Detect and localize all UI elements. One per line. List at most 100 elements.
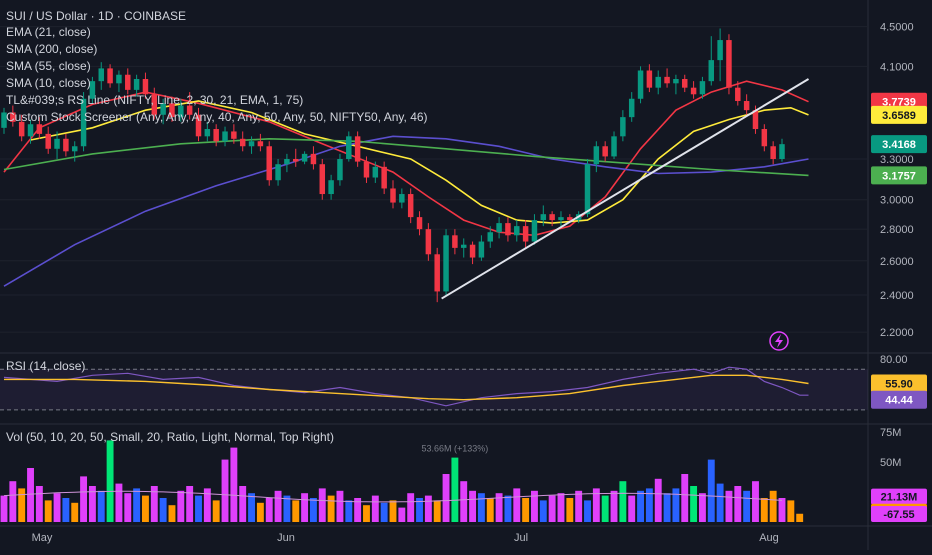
candle-body (779, 144, 785, 160)
lightning-icon[interactable] (769, 331, 789, 351)
volume-bar (451, 457, 459, 522)
candles (1, 28, 785, 303)
volume-bar (97, 490, 105, 522)
volume-bar (345, 500, 353, 522)
candle-body (195, 114, 202, 137)
trendline[interactable] (441, 78, 810, 300)
time-tick-label: Jul (514, 532, 528, 544)
candle-body (407, 194, 414, 218)
volume-bar (230, 447, 238, 522)
volume-badge-label: -67.55 (883, 509, 914, 521)
volume-bar (716, 483, 724, 522)
price-tick-label: 3.0000 (880, 195, 914, 207)
candle-body (231, 131, 237, 139)
candle-body (425, 229, 432, 255)
volume-bar (318, 488, 326, 522)
candle-body (213, 129, 219, 142)
candle-body (354, 136, 361, 162)
volume-bar (566, 498, 574, 522)
volume-bar (380, 502, 388, 522)
candle-body (107, 68, 113, 84)
candle-body (63, 138, 69, 152)
candle-body (628, 98, 635, 118)
legend-screener[interactable]: Custom Stock Screener (Any, Any, Any, 40… (6, 110, 428, 124)
volume-bar (743, 490, 751, 522)
volume-bar (769, 490, 777, 522)
volume-bar (504, 495, 512, 522)
legend-ema21[interactable]: EMA (21, close) (6, 25, 91, 39)
candle-body (372, 166, 379, 178)
volume-bar (115, 483, 123, 522)
volume-bar (150, 486, 158, 522)
volume-bar (442, 474, 450, 522)
volume-legend[interactable]: Vol (50, 10, 20, 50, Small, 20, Ratio, L… (6, 430, 334, 444)
volume-bar (80, 476, 88, 522)
candle-body (584, 164, 591, 215)
trendline-segment[interactable] (441, 78, 810, 300)
legend-sma10[interactable]: SMA (10, close) (6, 76, 91, 90)
candle-body (1, 112, 7, 128)
candle-body (89, 81, 96, 99)
legend-sma200[interactable]: SMA (200, close) (6, 42, 97, 56)
volume-bar (760, 498, 768, 522)
candle-body (27, 124, 34, 137)
candle-body (690, 87, 697, 95)
volume-tick-label: 50M (880, 457, 901, 469)
series-line-2 (3, 135, 809, 287)
volume-bar (301, 493, 309, 522)
price-tick-label: 2.6000 (880, 256, 914, 268)
volume-bar (363, 505, 370, 522)
candle-body (10, 112, 16, 122)
price-tick-label: 2.8000 (880, 224, 914, 236)
volume-bar (0, 495, 8, 522)
candle-body (169, 103, 175, 118)
volume-bar (124, 493, 132, 522)
volume-bar (309, 498, 317, 522)
candle-body (133, 79, 140, 90)
candle-body (204, 129, 211, 137)
candle-body (186, 105, 193, 115)
candle-body (178, 105, 184, 118)
candle-body (655, 76, 661, 88)
rsi-tick-label: 80.00 (880, 354, 908, 366)
volume-bar (460, 481, 468, 522)
price-badge (871, 166, 927, 185)
volume-bar (725, 490, 733, 522)
volume-bar (433, 500, 441, 522)
candle-body (726, 40, 732, 88)
legend-rs-line[interactable]: TL&#039;s RS Line (NIFTY, Line, 2, 30, 2… (6, 93, 303, 107)
volume-bar (44, 500, 52, 522)
series-line-3 (3, 137, 809, 177)
volume-bar (539, 500, 547, 522)
volume-bar (9, 481, 17, 522)
volume-badge (871, 506, 927, 522)
candle-body (284, 159, 290, 165)
candle-body (549, 214, 555, 221)
candle-body (514, 226, 520, 236)
volume-bar (663, 493, 671, 522)
rsi-line (3, 366, 809, 407)
candle-body (275, 164, 281, 181)
legend-sma55[interactable]: SMA (55, close) (6, 59, 91, 73)
volume-bar (133, 488, 141, 522)
candle-body (36, 124, 43, 134)
candle-body (266, 146, 272, 181)
volume-bar (734, 486, 742, 522)
volume-bar (292, 500, 300, 522)
candle-body (125, 74, 131, 90)
volume-bar (398, 507, 406, 522)
candle-body (142, 79, 149, 95)
candle-body (743, 101, 750, 111)
candle-body (54, 138, 60, 149)
candle-body (708, 60, 715, 82)
volume-bar (690, 486, 698, 522)
time-axis: May Jun Jul Aug (0, 525, 932, 544)
rsi-legend[interactable]: RSI (14, close) (6, 359, 85, 373)
rsi-ma-badge (871, 374, 927, 393)
candle-body (602, 146, 608, 157)
price-badge-label: 3.4168 (882, 139, 916, 151)
candle-body (673, 79, 679, 84)
